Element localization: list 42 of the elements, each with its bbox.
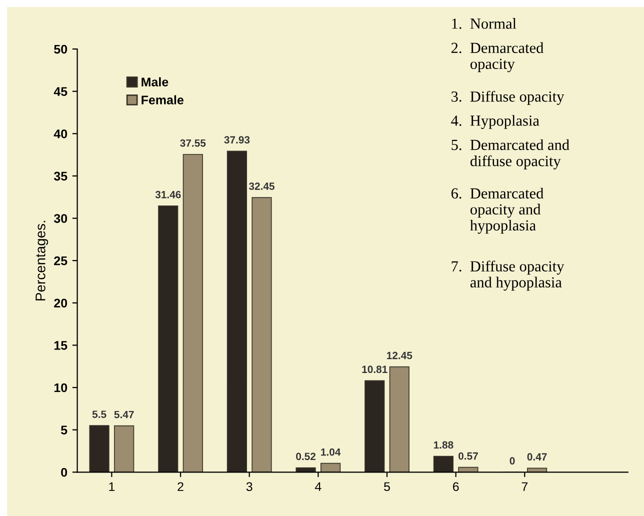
x-tick-label: 3 — [246, 482, 252, 492]
x-tick-label: 7 — [522, 482, 528, 491]
annotation: 5. Demarcated and diffuse opacity — [452, 139, 570, 170]
x-tick-label: 2 — [178, 482, 184, 491]
y-tick-label: 0 — [61, 468, 68, 477]
legend-label: Male — [142, 77, 168, 86]
data-label: 0.57 — [458, 452, 478, 460]
x-tick-label: 6 — [452, 482, 459, 492]
annotation: 4. Hypoplasia — [451, 115, 540, 129]
y-tick-label: 50 — [54, 44, 68, 54]
legend-label: Female — [142, 95, 184, 104]
data-label: 12.45 — [387, 352, 412, 360]
data-label: 0.52 — [296, 452, 316, 460]
data-label: 0.47 — [527, 453, 547, 461]
y-tick-label: 25 — [54, 256, 68, 266]
y-tick-label: 40 — [54, 129, 68, 138]
data-label: 1.04 — [321, 448, 341, 456]
data-label: 0 — [510, 457, 515, 465]
y-tick-label: 5 — [60, 426, 68, 434]
y-tick-label: 35 — [54, 172, 68, 181]
data-label: 10.81 — [362, 366, 388, 374]
data-label: 5.47 — [114, 410, 134, 418]
annotation: 3. Diffuse opacity — [452, 90, 564, 105]
x-tick-label: 4 — [314, 482, 322, 491]
y-tick-label: 15 — [54, 341, 68, 350]
y-tick-label: 45 — [54, 87, 68, 96]
y-tick-label: 30 — [54, 214, 68, 223]
data-label: 5.5 — [92, 410, 106, 418]
data-label: 32.45 — [248, 182, 274, 190]
annotation: 2. Demarcated opacity — [451, 42, 544, 72]
data-label: 31.46 — [155, 190, 181, 198]
x-tick-label: 1 — [109, 482, 115, 491]
x-tick-label: 5 — [384, 482, 390, 492]
y-axis-title: Percentages. — [36, 220, 48, 300]
annotation: 6. Demarcated opacity and hypoplasia — [451, 188, 544, 234]
text: 1. Normal — [452, 18, 516, 29]
y-tick-label: 10 — [54, 383, 68, 392]
data-label: 1.88 — [434, 441, 454, 449]
data-label: 37.93 — [224, 136, 250, 144]
y-tick-label: 20 — [54, 298, 68, 308]
annotation: 7. Diffuse opacity and hypoplasia — [452, 260, 564, 291]
data-label: 37.55 — [180, 139, 206, 147]
